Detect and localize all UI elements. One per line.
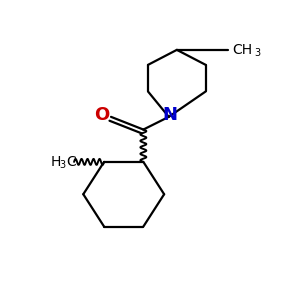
Text: N: N: [162, 106, 177, 124]
Text: O: O: [94, 106, 110, 124]
Text: H: H: [51, 155, 61, 169]
Text: 3: 3: [254, 48, 260, 58]
Text: C: C: [66, 155, 76, 169]
Text: 3: 3: [60, 160, 66, 170]
Text: CH: CH: [232, 43, 252, 57]
